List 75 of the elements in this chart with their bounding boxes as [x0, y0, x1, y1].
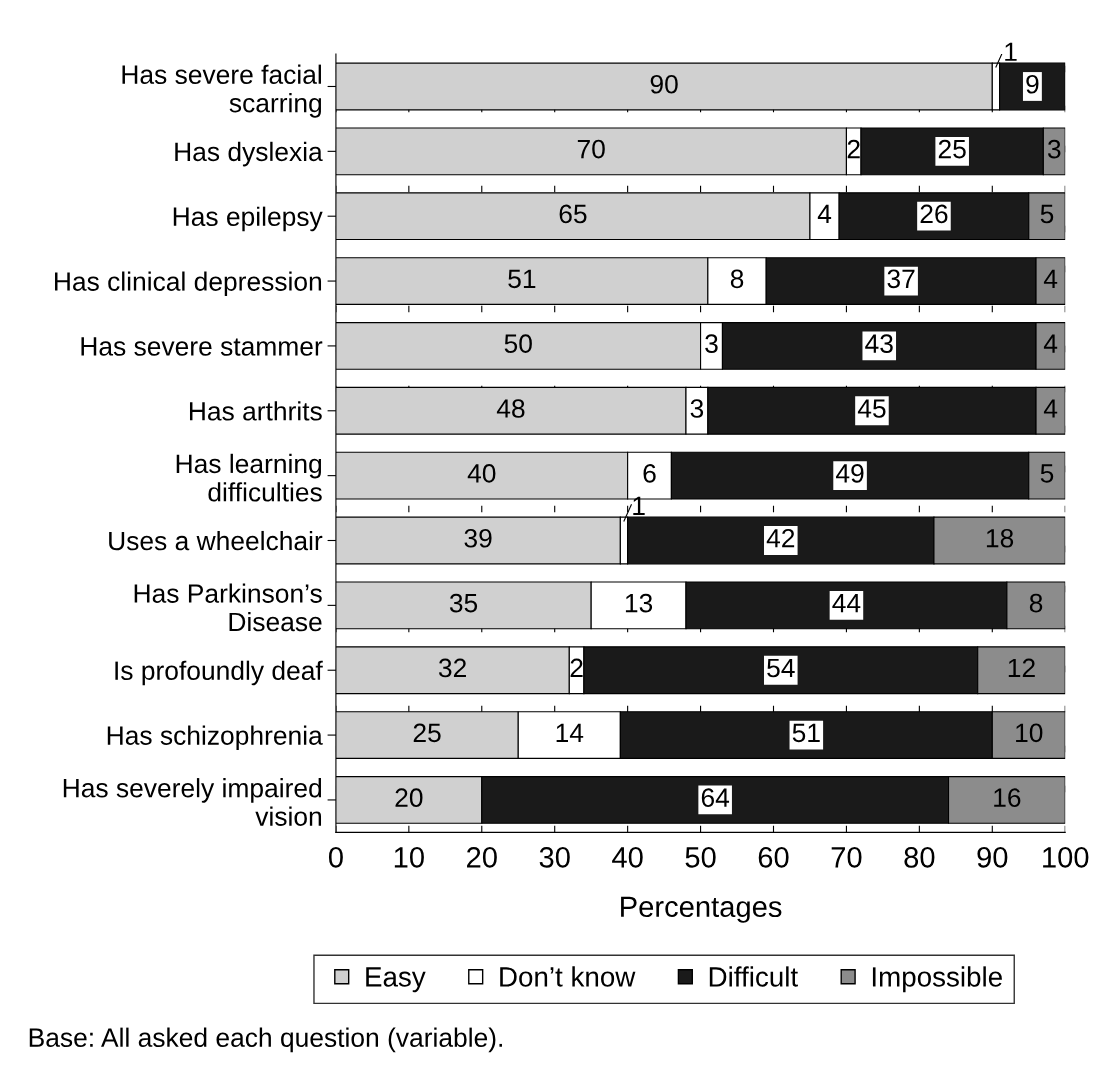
data-label: 6 [643, 464, 656, 483]
data-label: 5 [1040, 464, 1054, 483]
data-label: 12 [1008, 658, 1035, 678]
legend-label: Don’t know [500, 966, 636, 987]
y-tick-label: Has dyslexia [175, 141, 323, 167]
data-label: 64 [701, 788, 730, 808]
x-tick-label: 70 [831, 847, 862, 868]
legend-label: Impossible [872, 966, 1002, 993]
x-tick-label: 40 [612, 847, 643, 868]
data-label: 4 [1043, 269, 1058, 288]
text: Base: All asked each question (variable). [29, 1027, 502, 1053]
data-label: 40 [467, 464, 496, 483]
data-label: 25 [413, 723, 441, 743]
data-label: 49 [836, 464, 864, 483]
data-label: 54 [767, 658, 795, 678]
x-tick-label: 50 [685, 847, 716, 868]
x-tick-label: 90 [977, 847, 1008, 868]
data-label: 37 [887, 269, 915, 289]
data-label: 5 [1040, 204, 1054, 224]
data-label: 48 [496, 399, 525, 418]
x-tick-label: 100 [1043, 847, 1089, 868]
data-label: 4 [1043, 399, 1058, 418]
data-label: 4 [1043, 334, 1058, 353]
data-label: 90 [650, 74, 678, 94]
x-tick-label: 0 [328, 847, 343, 868]
data-label: 1 [1005, 42, 1017, 61]
data-label: 70 [577, 139, 605, 159]
data-label: 10 [1016, 723, 1043, 743]
y-tick-label: Has learning difficulties [176, 453, 322, 502]
data-label: 44 [832, 594, 861, 613]
y-tick-label: Has severely impaired vision [63, 778, 322, 826]
data-label: 8 [730, 269, 744, 289]
y-tick-label: Has Parkinson’s Disease [134, 583, 322, 632]
y-tick-label: Is profoundly deaf [115, 660, 323, 686]
data-label: 8 [1029, 593, 1043, 613]
data-label: 2 [847, 139, 860, 159]
data-label: 32 [438, 658, 466, 678]
x-axis-title: Percentages [621, 896, 782, 923]
data-label: 42 [766, 528, 795, 548]
data-label: 14 [556, 723, 584, 742]
data-label: 50 [504, 334, 532, 353]
data-label: 3 [705, 334, 718, 353]
data-label: 43 [865, 334, 893, 353]
data-label: 3 [1047, 139, 1061, 159]
data-label: 3 [690, 399, 704, 418]
data-label: 35 [449, 593, 478, 613]
y-tick-label: Has severe stammer [81, 337, 323, 356]
legend-label: Easy [366, 967, 426, 993]
data-label: 25 [938, 139, 966, 159]
data-label: 2 [570, 658, 583, 678]
data-label: 51 [792, 723, 820, 743]
x-tick-label: 20 [467, 847, 497, 868]
y-tick-label: Has schizophrenia [107, 725, 323, 751]
data-label: 16 [994, 788, 1021, 808]
x-tick-label: 30 [539, 847, 570, 868]
x-tick-label: 10 [394, 847, 424, 868]
data-label: 9 [1026, 74, 1039, 94]
data-label: 65 [559, 204, 587, 224]
data-label: 45 [857, 399, 886, 418]
data-label: 51 [508, 269, 536, 289]
data-label: 13 [625, 593, 653, 613]
data-label: 20 [395, 788, 423, 808]
x-tick-label: 80 [904, 847, 935, 868]
data-label: 39 [464, 528, 492, 548]
y-tick-label: Uses a wheelchair [109, 530, 323, 551]
data-label: 18 [986, 528, 1014, 548]
y-tick-label: Has severe facial scarring [122, 64, 322, 118]
data-label: 4 [817, 204, 832, 224]
y-tick-label: Has arthrits [189, 401, 322, 421]
legend-label: Difficult [709, 966, 798, 987]
data-label: 1 [633, 496, 645, 515]
x-tick-label: 60 [758, 847, 789, 868]
data-label: 26 [920, 204, 948, 224]
y-tick-label: Has clinical depression [55, 271, 322, 297]
y-tick-label: Has epilepsy [173, 206, 323, 232]
